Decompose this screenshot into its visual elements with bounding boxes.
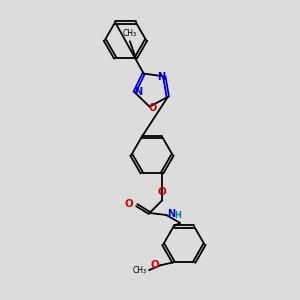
Text: N: N [157, 72, 165, 82]
Text: CH₃: CH₃ [133, 266, 147, 274]
Text: O: O [158, 188, 167, 197]
Text: O: O [150, 260, 159, 270]
Text: CH₃: CH₃ [123, 29, 137, 38]
Text: N: N [134, 87, 142, 97]
Text: O: O [148, 103, 157, 112]
Text: H: H [174, 212, 181, 220]
Text: O: O [124, 199, 133, 209]
Text: N: N [167, 209, 175, 219]
